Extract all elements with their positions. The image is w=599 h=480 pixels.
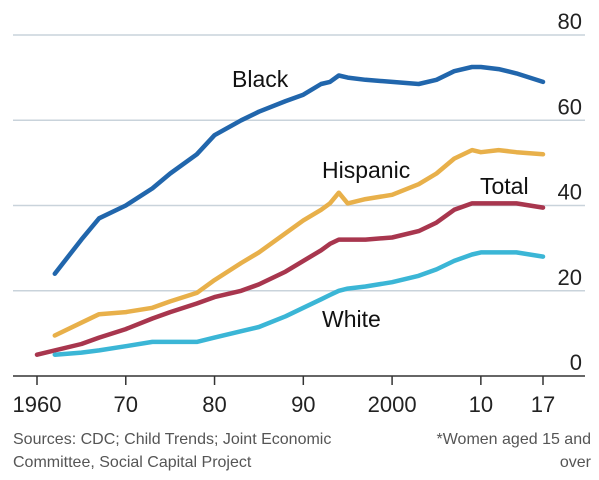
x-tick-label-1970: 70: [114, 392, 138, 417]
series-label-hispanic: Hispanic: [322, 157, 410, 183]
x-tick-label-2010: 10: [469, 392, 493, 417]
series-label-black: Black: [232, 66, 289, 92]
footnote: *Women aged 15 and over: [436, 431, 591, 471]
x-tick-label-1980: 80: [202, 392, 226, 417]
y-tick-label-40: 40: [558, 180, 582, 205]
y-axis-ticks: 0 20 40 60 80: [558, 9, 582, 375]
y-tick-label-20: 20: [558, 265, 582, 290]
series-line-hispanic: [52, 147, 546, 338]
series-line-white: [52, 250, 546, 357]
series-label-total: Total: [480, 173, 529, 199]
source-note: Sources: CDC; Child Trends; Joint Econom…: [13, 431, 332, 471]
series-line-total: [34, 201, 546, 357]
y-tick-label-60: 60: [558, 94, 582, 119]
y-tick-label-0: 0: [570, 350, 582, 375]
series-labels: Black Hispanic Total White: [232, 66, 529, 332]
series-label-white: White: [322, 306, 381, 332]
x-tick-label-2017: 17: [531, 392, 555, 417]
x-tick-label-1960: 1960: [13, 392, 62, 417]
series-lines: [34, 64, 546, 357]
x-tick-label-2000: 2000: [368, 392, 417, 417]
line-chart: 0 20 40 60 80 1960 70 80 90 2000 10 17 Black Hispan…: [13, 9, 585, 417]
x-axis: 1960 70 80 90 2000 10 17: [13, 375, 585, 417]
x-tick-label-1990: 90: [291, 392, 315, 417]
y-tick-label-80: 80: [558, 9, 582, 34]
series-line-black: [52, 64, 546, 276]
